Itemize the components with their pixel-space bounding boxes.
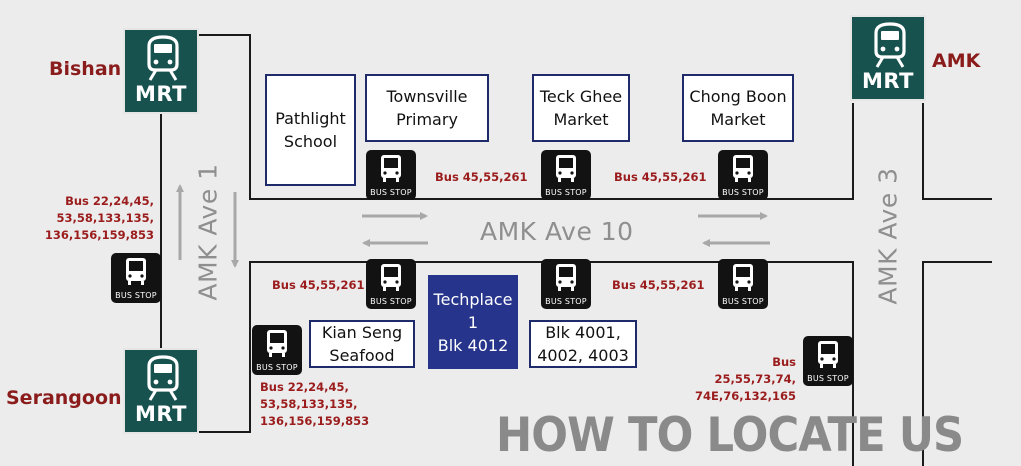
train-icon — [147, 35, 179, 81]
bus-icon — [381, 264, 401, 291]
landmark-techplace-blk-4012: Techplace 1 Blk 4012 — [428, 275, 518, 369]
bus-icon — [818, 341, 838, 368]
bus-stop-text: BUS STOP — [370, 297, 412, 306]
station-label-serangoon: Serangoon — [6, 387, 122, 409]
mrt-badge-text: MRT — [135, 82, 187, 106]
bus-routes-bottom-left: Bus 22,24,45, 53,58,133,135, 136,156,159… — [260, 380, 370, 428]
bus-stop-text: BUS STOP — [545, 297, 587, 306]
station-label-amk: AMK — [932, 50, 981, 72]
mrt-badge-text: MRT — [135, 402, 187, 426]
serangoon-mrt-badge: MRT — [123, 348, 199, 434]
road-line — [249, 261, 251, 433]
bus-stop-left-mid: BUS STOP — [111, 253, 161, 303]
bus-stop-text: BUS STOP — [722, 297, 764, 306]
road-label-amk-ave-10: AMK Ave 10 — [480, 217, 634, 246]
bus-stop-bottom-1: BUS STOP — [366, 259, 416, 309]
bus-stop-bottom-2: BUS STOP — [541, 259, 591, 309]
bus-routes-top-2: Bus 45,55,261 — [614, 170, 707, 184]
bus-icon — [556, 264, 576, 291]
road-line — [199, 34, 251, 36]
bus-stop-text: BUS STOP — [256, 363, 298, 372]
amk-mrt-badge: MRT — [850, 15, 926, 101]
bus-stop-top-2: BUS STOP — [541, 150, 591, 200]
train-icon — [874, 22, 906, 68]
bus-icon — [556, 155, 576, 182]
bus-routes-bottom-1: Bus 45,55,261 — [272, 278, 365, 292]
road-line — [922, 261, 924, 466]
landmark-kian-seng-seafood: Kian Seng Seafood — [309, 320, 415, 368]
road-label-amk-ave-1: AMK Ave 1 — [193, 163, 223, 301]
landmark-townsville-primary: Townsville Primary — [365, 74, 489, 142]
bus-stop-bottom-3: BUS STOP — [718, 259, 768, 309]
bishan-mrt-badge: MRT — [123, 28, 199, 114]
road-line — [852, 103, 854, 200]
road-line — [922, 103, 924, 200]
page-title: HOW TO LOCATE US — [496, 408, 964, 463]
landmark-blk-4001-4003: Blk 4001, 4002, 4003 — [529, 320, 637, 368]
bus-stop-text: BUS STOP — [807, 374, 849, 383]
landmark-chong-boon-market: Chong Boon Market — [682, 74, 794, 142]
bus-stop-text: BUS STOP — [722, 188, 764, 197]
bus-stop-text: BUS STOP — [115, 291, 157, 300]
road-line — [249, 34, 251, 200]
bus-stop-top-1: BUS STOP — [366, 150, 416, 200]
bus-stop-right: BUS STOP — [803, 336, 853, 386]
bus-routes-left-mid: Bus 22,24,45, 53,58,133,135, 136,156,159… — [44, 194, 154, 242]
bus-stop-top-3: BUS STOP — [718, 150, 768, 200]
road-line — [922, 261, 992, 263]
road-label-amk-ave-3: AMK Ave 3 — [873, 167, 903, 305]
bus-icon — [733, 264, 753, 291]
mrt-badge-text: MRT — [862, 69, 914, 93]
bus-icon — [381, 155, 401, 182]
bus-routes-right: Bus 25,55,73,74, 74E,76,132,165 — [695, 355, 796, 403]
road-line — [160, 112, 162, 350]
station-label-bishan: Bishan — [49, 58, 122, 80]
road-line — [922, 198, 992, 200]
bus-stop-bottom-left: BUS STOP — [252, 325, 302, 375]
bus-routes-bottom-2: Bus 45,55,261 — [612, 278, 705, 292]
road-line — [852, 261, 854, 466]
bus-icon — [267, 330, 287, 357]
road-line — [199, 431, 251, 433]
bus-icon — [126, 258, 146, 285]
landmark-pathlight-school: Pathlight School — [265, 74, 356, 186]
bus-stop-text: BUS STOP — [370, 188, 412, 197]
landmark-teck-ghee-market: Teck Ghee Market — [532, 74, 630, 142]
bus-stop-text: BUS STOP — [545, 188, 587, 197]
bus-icon — [733, 155, 753, 182]
bus-routes-top-1: Bus 45,55,261 — [435, 170, 528, 184]
train-icon — [147, 355, 179, 401]
